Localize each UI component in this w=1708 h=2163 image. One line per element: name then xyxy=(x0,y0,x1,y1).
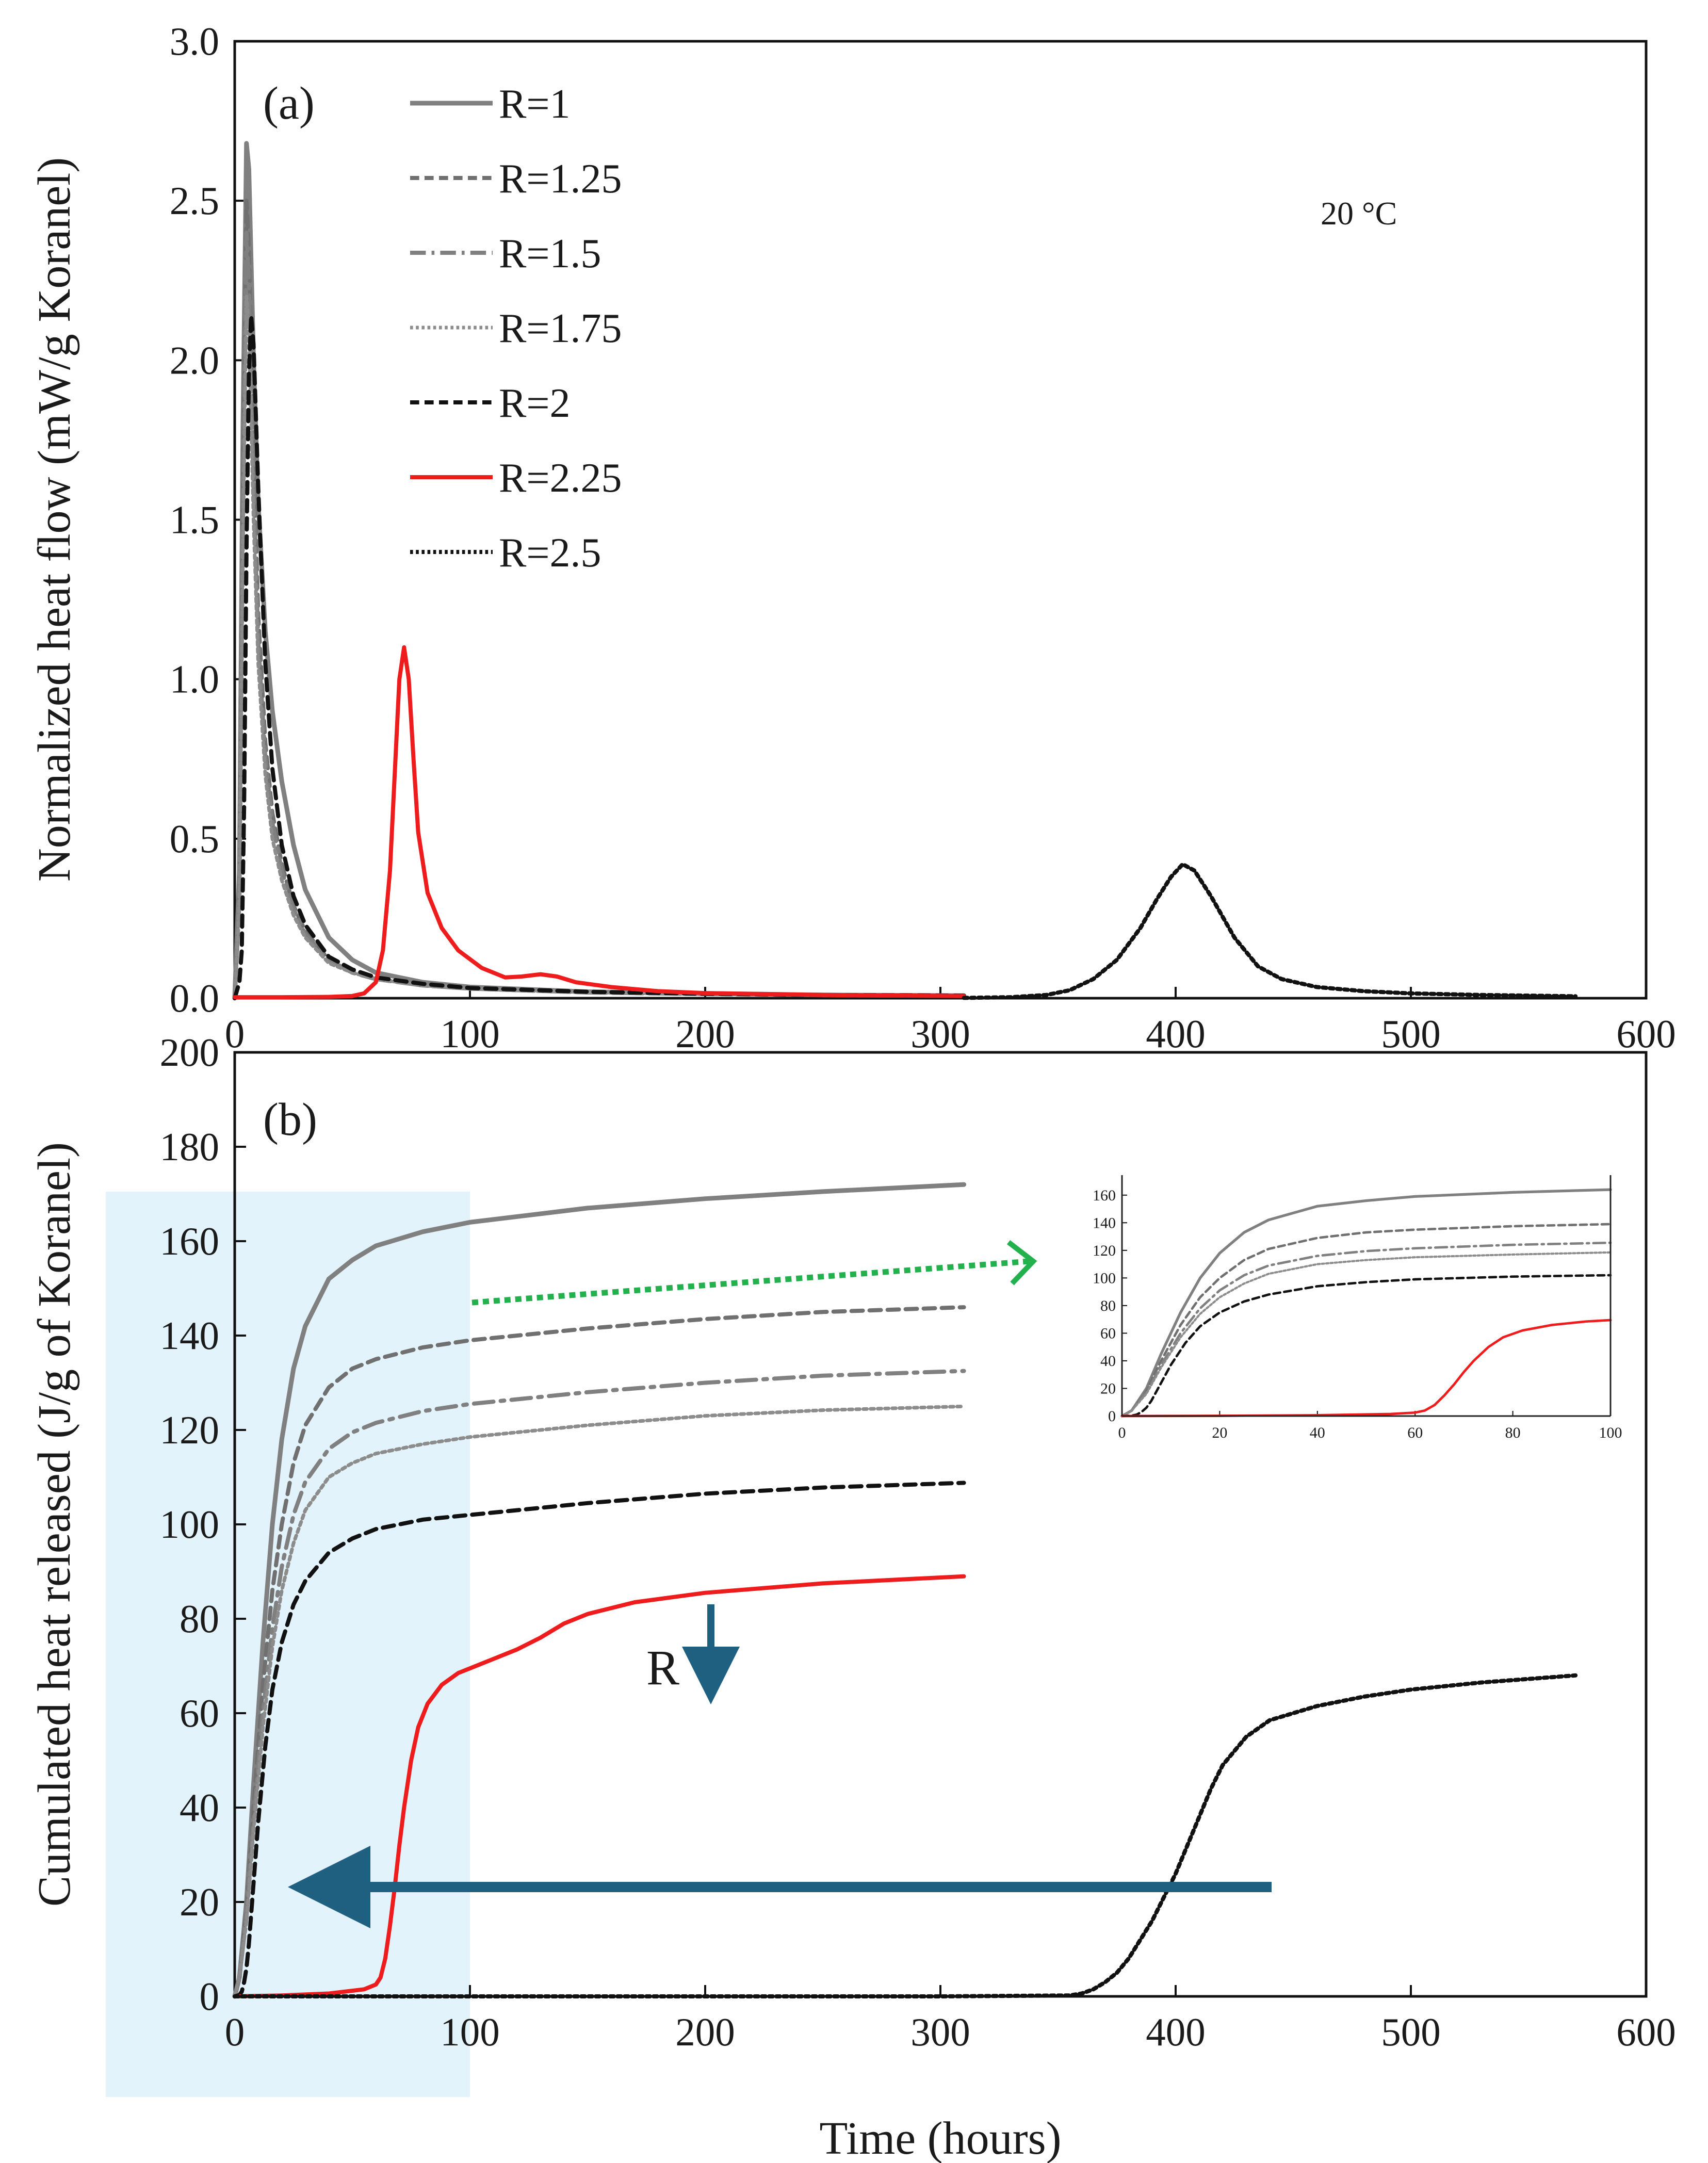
panel-b-cumulated-heat-chart: 0 100 200 300 400 500 600020406080100120140160… xyxy=(29,1030,1676,2163)
panel-a-series-r-2 xyxy=(233,313,966,1000)
panel-b-ticks: 0 100 200 300 400 500 600020406080100120140160… xyxy=(160,1030,1676,2054)
panel-b-series-r-1 xyxy=(232,1182,967,1999)
panel-b-y-tick-label: 100 xyxy=(160,1502,220,1547)
inset-y-tick-label: 80 xyxy=(1100,1297,1116,1314)
panel-a-x-tick-label: 600 xyxy=(1616,1012,1676,1056)
inset-x-tick-label: 80 xyxy=(1505,1424,1521,1441)
panel-b-y-tick-label: 120 xyxy=(160,1408,220,1452)
panel-a-y-axis-label: Normalized heat flow (mW/g Koranel) xyxy=(29,157,80,882)
inset-x-tick-label: 0 xyxy=(1118,1424,1126,1441)
panel-a-y-tick-label: 1.0 xyxy=(170,657,219,702)
panel-a-x-tick-label: 400 xyxy=(1146,1012,1206,1056)
legend-label-r-2-25: R=2.25 xyxy=(499,456,622,501)
panel-b-x-tick-label: 400 xyxy=(1146,2010,1206,2054)
panel-b-series xyxy=(232,1182,1578,1999)
panel-b-y-tick-label: 80 xyxy=(180,1597,219,1641)
inset-x-tick-label: 100 xyxy=(1599,1424,1622,1441)
inset-series-r-2-25 xyxy=(1120,1319,1612,1418)
inset-y-tick-label: 40 xyxy=(1100,1353,1116,1370)
panel-a-y-tick-label: 2.5 xyxy=(170,178,219,223)
panel-a-series-r-2-5 xyxy=(962,862,1578,1000)
panel-a-y-tick-label: 0.0 xyxy=(170,976,219,1020)
inset-y-tick-label: 120 xyxy=(1093,1242,1116,1259)
panel-a-frame xyxy=(233,40,1648,1000)
panel-a-ticks: 0 100 200 300 400 500 600 0.0 0.5 1.0 1.5 2.0 2.5 3.0 xyxy=(170,19,1676,1056)
inset-y-tick-label: 0 xyxy=(1108,1408,1116,1425)
inset-background xyxy=(1122,1175,1611,1416)
panel-b-y-tick-label: 160 xyxy=(160,1219,220,1263)
inset-pointer-arrow xyxy=(471,1258,1030,1306)
x-axis-label: Time (hours) xyxy=(819,2113,1061,2163)
panel-a-y-tick-label: 3.0 xyxy=(170,19,219,63)
panel-b-series-r-2-25 xyxy=(233,1574,966,1998)
legend-label-r-2-5: R=2.5 xyxy=(499,530,601,576)
panel-b-y-tick-label: 140 xyxy=(160,1313,220,1358)
panel-b-series-r-1-25 xyxy=(233,1305,966,1998)
panel-b-series-r-2 xyxy=(233,1481,966,1998)
inset-chart: 0 20 40 60 80 100 0 20 40 60 80 100 120 140 160 xyxy=(1093,1175,1622,1441)
panel-b-y-tick-label: 40 xyxy=(180,1785,219,1830)
panel-b-y-tick-label: 60 xyxy=(180,1691,219,1735)
panel-a-series-r-1-75 xyxy=(233,295,966,1000)
panel-a-heat-flow-chart: 0 100 200 300 400 500 600 0.0 0.5 1.0 1.5 2.0 2.5 3.0… xyxy=(29,19,1676,1056)
inset-x-tick-label: 20 xyxy=(1212,1424,1227,1441)
panel-b-series-r-2-5 xyxy=(233,1673,1578,1998)
panel-a-y-tick-label: 2.0 xyxy=(170,338,219,382)
panel-b-y-axis-label: Cumulated heat released (J/g of Koranel) xyxy=(29,1142,80,1907)
inset-y-tick-label: 100 xyxy=(1093,1270,1116,1287)
legend-label-r-1-75: R=1.75 xyxy=(499,306,622,351)
inset-series xyxy=(1120,1188,1612,1418)
panel-a-label: (a) xyxy=(263,78,315,129)
legend-label-r-1-5: R=1.5 xyxy=(499,231,601,277)
panel-a-y-tick-label: 1.5 xyxy=(170,498,219,542)
legend-label-r-1: R=1 xyxy=(499,82,570,127)
panel-b-x-tick-label: 500 xyxy=(1381,2010,1441,2054)
panel-b-x-tick-label: 200 xyxy=(675,2010,735,2054)
legend-label-r-1-25: R=1.25 xyxy=(499,156,622,202)
panel-b-y-tick-label: 20 xyxy=(180,1880,219,1924)
inset-series-r-2 xyxy=(1120,1274,1612,1418)
panel-b-x-tick-label: 100 xyxy=(440,2010,500,2054)
inset-series-r-1-75 xyxy=(1120,1251,1612,1418)
inset-x-tick-label: 40 xyxy=(1310,1424,1325,1441)
early-period-shaded-region xyxy=(106,1192,470,2097)
temperature-annotation: 20 °C xyxy=(1321,195,1397,232)
panel-a-x-tick-label: 300 xyxy=(910,1012,970,1056)
panel-b-x-tick-label: 0 xyxy=(225,2010,245,2054)
panel-a-y-tick-label: 0.5 xyxy=(170,817,219,861)
panel-a-series xyxy=(232,141,1578,1001)
panel-b-label: (b) xyxy=(263,1094,317,1145)
inset-ticks: 0 20 40 60 80 100 0 20 40 60 80 100 120 140 160 xyxy=(1093,1187,1622,1441)
inset-y-tick-label: 160 xyxy=(1093,1187,1116,1204)
panel-b-y-tick-label: 0 xyxy=(200,1974,220,2019)
panel-a-x-tick-label: 200 xyxy=(675,1012,735,1056)
inset-y-tick-label: 60 xyxy=(1100,1325,1116,1342)
inset-pointer-arrowhead xyxy=(1006,1240,1037,1286)
panel-a-x-tick-label: 100 xyxy=(440,1012,500,1056)
inset-y-tick-label: 140 xyxy=(1093,1214,1116,1231)
panel-b-x-tick-label: 300 xyxy=(910,2010,970,2054)
inset-x-tick-label: 60 xyxy=(1407,1424,1423,1441)
inset-series-r-1-25 xyxy=(1120,1223,1612,1418)
panel-b-y-tick-label: 180 xyxy=(160,1125,220,1169)
r-arrow-label: R xyxy=(646,1640,679,1695)
panel-b-series-r-1-75 xyxy=(233,1404,966,1998)
legend-label-r-2: R=2 xyxy=(499,381,570,426)
legend: R=1 R=1.25 R=1.5 R=1.75 R=2 R=2.25 R=2.5 xyxy=(410,82,622,576)
panel-b-y-tick-label: 200 xyxy=(160,1030,220,1075)
panel-a-x-tick-label: 500 xyxy=(1381,1012,1441,1056)
panel-a-x-tick-label: 0 xyxy=(225,1012,245,1056)
inset-series-r-1 xyxy=(1120,1188,1612,1418)
panel-a-series-r-2-25 xyxy=(233,645,966,1000)
panel-b-x-tick-label: 600 xyxy=(1616,2010,1676,2054)
inset-y-tick-label: 20 xyxy=(1100,1380,1116,1397)
